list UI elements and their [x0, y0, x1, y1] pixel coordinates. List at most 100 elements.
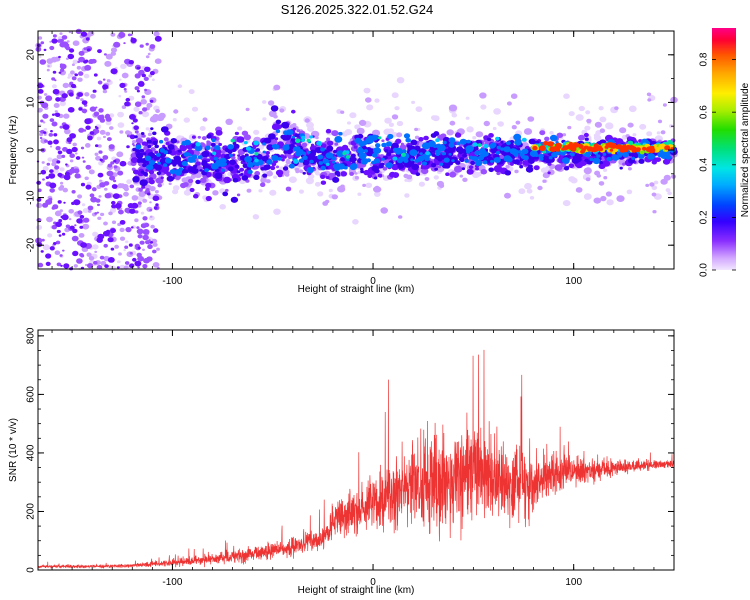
spectrogram-cell: [285, 186, 292, 192]
spectrogram-cell: [386, 152, 392, 157]
spectrogram-cell: [36, 180, 42, 185]
spectrogram-cell: [135, 148, 141, 153]
spectrogram-cell: [244, 153, 249, 157]
spectrogram-cell: [304, 118, 310, 123]
spectrogram-cell: [653, 144, 657, 148]
spectrogram-cell: [473, 146, 479, 151]
spectrogram-cell: [523, 161, 530, 166]
spectrogram-cell: [539, 157, 544, 161]
spectrogram-cell: [646, 92, 652, 97]
spectrogram-cell: [341, 131, 349, 137]
spectrogram-cell: [215, 129, 223, 136]
spectrogram-cell: [356, 164, 362, 169]
spectrogram-cell: [63, 201, 66, 204]
spectrogram-cell: [141, 95, 146, 99]
spectrogram-cell: [445, 172, 450, 176]
spectrogram-cell: [584, 158, 589, 162]
spectrogram-cell: [148, 179, 155, 185]
spectrogram-cell: [64, 128, 71, 135]
spectrogram-cell: [59, 63, 67, 70]
spectrogram-cell: [137, 255, 145, 262]
spectrogram-cell: [79, 253, 84, 257]
spectrogram-cell: [448, 104, 458, 112]
spectrogram-cell: [309, 149, 317, 155]
spectrogram-cell: [111, 204, 116, 209]
spectrogram-cell: [340, 157, 346, 162]
spectrogram-cell: [563, 93, 570, 99]
spectrogram-cell: [103, 221, 108, 226]
spectrogram-cell: [373, 186, 381, 193]
spectrogram-cell: [40, 41, 45, 45]
spectrogram-cell: [96, 211, 100, 214]
spectrogram-cell: [45, 176, 50, 180]
spectrogram-cell: [478, 155, 484, 161]
spectrogram-cell: [147, 132, 152, 137]
spectrogram-cell: [221, 150, 226, 154]
spectrogram-cell: [424, 177, 430, 181]
spectrogram-cell: [519, 165, 524, 169]
spectrogram-cell: [406, 174, 413, 180]
spectrogram-cell: [142, 234, 149, 241]
spectrogram-cell: [152, 242, 158, 247]
spectrogram-cell: [660, 130, 666, 135]
spectrogram-cell: [117, 111, 124, 118]
spectrogram-cell: [283, 134, 292, 141]
spectrogram-cell: [59, 32, 63, 35]
spectrogram-cell: [538, 153, 544, 159]
spectrogram-cell: [421, 168, 429, 175]
spectrogram-cell: [403, 158, 409, 163]
spectrogram-cell: [131, 195, 139, 201]
spectrogram-cell: [119, 160, 127, 167]
snr-x-ticks: -100 0 100: [51, 330, 675, 588]
spectrogram-cell: [129, 208, 136, 214]
spectrogram-cell: [532, 145, 538, 151]
spectrogram-cell: [296, 142, 302, 147]
spectrogram-cell: [82, 223, 90, 230]
spectrogram-cell: [500, 147, 505, 151]
spectrogram-cell: [234, 131, 239, 136]
spectrogram-cell: [145, 42, 149, 46]
spectrogram-cell: [108, 144, 115, 150]
spectrogram-cell: [100, 212, 105, 217]
spectrogram-cell: [638, 158, 645, 164]
spectrogram-cell: [53, 242, 57, 245]
spectrogram-cell: [646, 131, 653, 137]
spectrogram-cell: [246, 188, 252, 193]
spectrogram-cell: [88, 169, 95, 175]
spectrogram-cell: [229, 159, 237, 165]
spectrogram-cell: [134, 135, 138, 139]
spectrogram-cell: [352, 219, 359, 225]
spectrogram-cell: [556, 132, 564, 138]
spectrogram-cell: [94, 152, 99, 156]
spectrogram-cell: [296, 129, 301, 133]
spectrogram-cell: [449, 171, 457, 178]
colorbar-tick-label: 0.2: [699, 210, 710, 224]
spectrogram-cell: [569, 152, 574, 156]
spectrogram-cell: [488, 167, 495, 173]
y-tick-label: -10: [26, 190, 37, 205]
spectrogram-cell: [653, 180, 659, 185]
spectrogram-cell: [49, 118, 55, 122]
spectrogram-cell: [177, 84, 183, 89]
spectrogram-cell: [354, 137, 362, 144]
spectrogram-cell: [389, 149, 394, 154]
spectrogram-cell: [130, 157, 139, 164]
spectrogram-cell: [377, 136, 382, 140]
spectrogram-cell: [35, 237, 43, 244]
spectrogram-cell: [409, 149, 418, 157]
spectrogram-cell: [263, 137, 272, 144]
spectrogram-cell: [363, 149, 369, 153]
spectrogram-cell: [97, 49, 102, 54]
spectrogram-cell: [451, 112, 458, 118]
spectrogram-cell: [152, 131, 157, 136]
spectrogram-cell: [62, 249, 65, 252]
spectrogram-cell: [123, 191, 129, 197]
spectrogram-cell: [584, 125, 591, 131]
spectrogram-cell: [549, 134, 558, 142]
spectrogram-cell: [67, 76, 71, 79]
spectrogram-cell: [314, 181, 321, 187]
spectrogram-cell: [118, 95, 122, 98]
spectrogram-cell: [302, 171, 306, 175]
spectrogram-cell: [43, 133, 47, 136]
spectrogram-cell: [522, 155, 529, 161]
